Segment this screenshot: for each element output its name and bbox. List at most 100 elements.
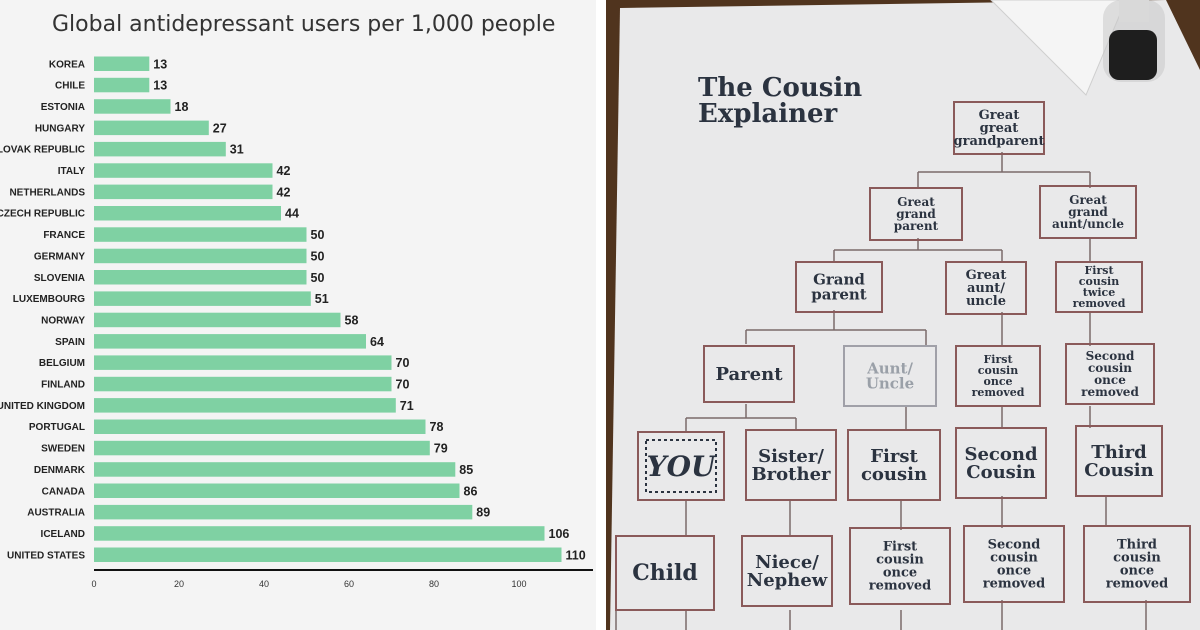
box-border xyxy=(615,535,715,611)
category-label: PORTUGAL xyxy=(29,422,85,433)
category-label: ESTONIA xyxy=(41,102,85,113)
box-label: First xyxy=(1084,264,1114,277)
bar xyxy=(94,270,307,285)
bar xyxy=(94,355,392,370)
box-label: Child xyxy=(632,560,698,586)
box-label: cousin xyxy=(1088,361,1132,375)
bar xyxy=(94,291,311,306)
box-label: Sister/ xyxy=(758,446,824,467)
box-border xyxy=(745,429,837,501)
category-label: SLOVAK REPUBLIC xyxy=(0,145,85,156)
value-label: 89 xyxy=(476,506,490,520)
box-label: Third xyxy=(1117,538,1157,553)
box-label: Third xyxy=(1091,442,1147,463)
box-label: Great xyxy=(897,195,935,209)
value-label: 85 xyxy=(459,463,473,477)
value-label: 70 xyxy=(396,378,410,392)
category-label: SPAIN xyxy=(55,337,85,348)
box-label: once xyxy=(883,566,917,581)
value-label: 79 xyxy=(434,442,448,456)
box-label: grandparent xyxy=(954,134,1045,149)
value-label: 31 xyxy=(230,143,244,157)
bar xyxy=(94,462,456,477)
category-label: SLOVENIA xyxy=(34,273,85,284)
box-border xyxy=(847,429,941,501)
box-label: Uncle xyxy=(866,374,914,392)
category-label: FINLAND xyxy=(41,380,85,391)
bar xyxy=(94,227,307,242)
box-label: Great xyxy=(1069,193,1107,207)
value-label: 50 xyxy=(311,249,325,263)
cousin-explainer-photo: The Cousin Explainer Great great grandparent… xyxy=(606,0,1200,630)
box-border xyxy=(963,525,1065,603)
box-border xyxy=(1039,185,1137,239)
category-label: AUSTRALIA xyxy=(27,508,85,519)
box-label: grand xyxy=(896,207,936,221)
box-label: once xyxy=(1094,373,1126,387)
box-label: Parent xyxy=(715,364,783,385)
category-label: HUNGARY xyxy=(35,123,86,134)
cousin-explainer-title: The Cousin xyxy=(698,73,862,103)
category-label: CANADA xyxy=(42,486,85,497)
box-label: First xyxy=(870,446,918,467)
box-border xyxy=(843,345,937,407)
box-border xyxy=(955,427,1047,499)
pepper-grinder-contents xyxy=(1109,30,1157,80)
bar xyxy=(94,120,209,136)
bar xyxy=(94,440,430,456)
box-label: cousin xyxy=(978,364,1018,377)
value-label: 58 xyxy=(345,314,359,328)
box-label: cousin xyxy=(990,551,1038,566)
box-label: twice xyxy=(1083,286,1115,299)
bar xyxy=(94,376,392,392)
bar xyxy=(94,248,307,264)
box-border xyxy=(953,101,1045,155)
category-label: LUXEMBOURG xyxy=(13,294,85,305)
box-label: Niece/ xyxy=(755,552,819,573)
value-label: 106 xyxy=(549,527,570,541)
box-label: Aunt/ xyxy=(866,359,913,377)
bar xyxy=(94,206,281,221)
bar xyxy=(94,547,562,562)
box-label: parent xyxy=(894,219,939,233)
value-label: 64 xyxy=(370,335,384,349)
box-parent: Parent xyxy=(703,345,795,403)
box-label: once xyxy=(983,375,1012,388)
bar xyxy=(94,334,366,349)
bar xyxy=(94,184,273,200)
box-label: Cousin xyxy=(1084,460,1153,481)
bar xyxy=(94,483,460,498)
x-tick-label: 60 xyxy=(344,579,354,589)
box-label: Grand xyxy=(813,270,865,288)
category-label: CHILE xyxy=(55,81,85,92)
value-label: 70 xyxy=(396,356,410,370)
pepper-grinder-cap xyxy=(1119,0,1149,22)
x-tick-label: 100 xyxy=(511,579,526,589)
box-label: Great xyxy=(979,108,1020,123)
category-label: NETHERLANDS xyxy=(9,187,85,198)
box-label: cousin xyxy=(861,464,927,485)
box-label: Cousin xyxy=(966,462,1035,483)
cousin-explainer-title: Explainer xyxy=(698,99,838,129)
box-label: removed xyxy=(1106,577,1168,592)
chart-panel: Global antidepressant users per 1,000 pe… xyxy=(0,0,596,630)
category-label: FRANCE xyxy=(43,230,85,241)
value-label: 42 xyxy=(277,164,291,178)
box-label: YOU xyxy=(647,450,717,483)
box-label: Second xyxy=(1086,349,1135,363)
box-label: uncle xyxy=(966,294,1006,309)
box-sister-brother: Sister/Brother xyxy=(745,429,837,501)
box-label: parent xyxy=(811,285,867,303)
box-border xyxy=(945,261,1027,315)
box-label: Second xyxy=(988,538,1041,553)
category-label: UNITED KINGDOM xyxy=(0,401,85,412)
